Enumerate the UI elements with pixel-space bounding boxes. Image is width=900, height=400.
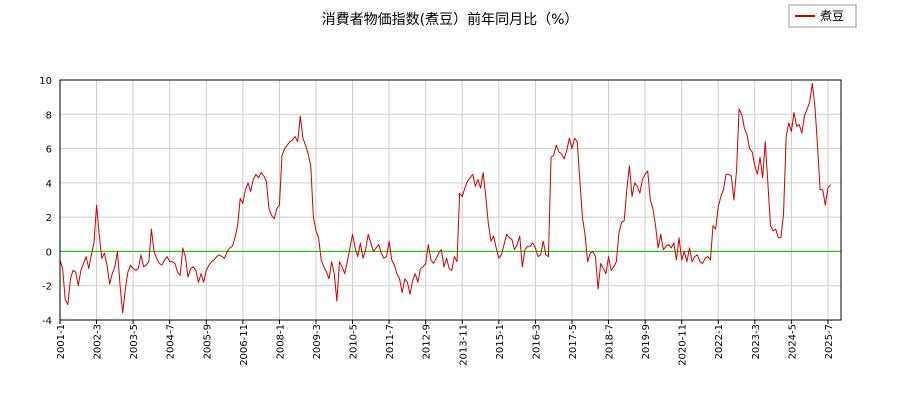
y-tick-label: 4	[46, 179, 52, 190]
x-tick-label: 2020-11	[678, 324, 689, 366]
y-tick-label: -2	[42, 282, 52, 293]
y-tick-label: 8	[46, 110, 52, 121]
x-tick-label: 2024-5	[787, 324, 798, 359]
series-layer	[59, 82, 831, 314]
y-tick-label: 6	[46, 145, 52, 156]
chart-title: 消費者物価指数(煮豆）前年同月比（%）	[322, 11, 579, 28]
x-axis: 2001-1 2002-3 2003-5 2004-7 2005-9 2006-11 200…	[56, 320, 835, 366]
x-tick-label: 2015-1	[495, 324, 506, 359]
x-tick-label: 2004-7	[166, 324, 177, 359]
x-tick-label: 2018-7	[605, 324, 616, 359]
plot-frame	[59, 79, 842, 321]
legend: 煮豆	[788, 4, 857, 28]
x-tick-label: 2002-3	[93, 324, 104, 359]
x-tick-label: 2019-9	[641, 324, 652, 359]
y-tick-label: 0	[46, 247, 52, 258]
legend-box	[788, 4, 857, 28]
y-tick-label: 2	[46, 213, 52, 224]
x-tick-label: 2016-3	[531, 324, 542, 359]
x-tick-label: 2009-3	[312, 324, 323, 359]
y-tick-label: 10	[39, 76, 52, 87]
plot-border	[59, 79, 842, 321]
series-line	[59, 82, 831, 314]
x-tick-label: 2003-5	[129, 324, 140, 359]
x-tick-label: 2011-7	[385, 324, 396, 359]
x-tick-label: 2008-1	[275, 324, 286, 359]
x-tick-label: 2005-9	[202, 324, 213, 359]
x-tick-label: 2017-5	[568, 324, 579, 359]
x-tick-label: 2023-3	[751, 324, 762, 359]
x-tick-label: 2010-5	[349, 324, 360, 359]
x-tick-label: 2013-11	[458, 324, 469, 366]
x-tick-label: 2025-7	[824, 324, 835, 359]
legend-label: 煮豆	[820, 9, 844, 23]
grid	[59, 79, 841, 321]
x-tick-label: 2022-1	[714, 324, 725, 359]
x-tick-label: 2012-9	[422, 324, 433, 359]
x-tick-label: 2006-11	[239, 324, 250, 366]
x-tick-label: 2001-1	[56, 324, 67, 359]
y-tick-label: -4	[42, 316, 52, 327]
y-axis: -4 -2 0 2 4 6 8 10	[39, 76, 52, 327]
